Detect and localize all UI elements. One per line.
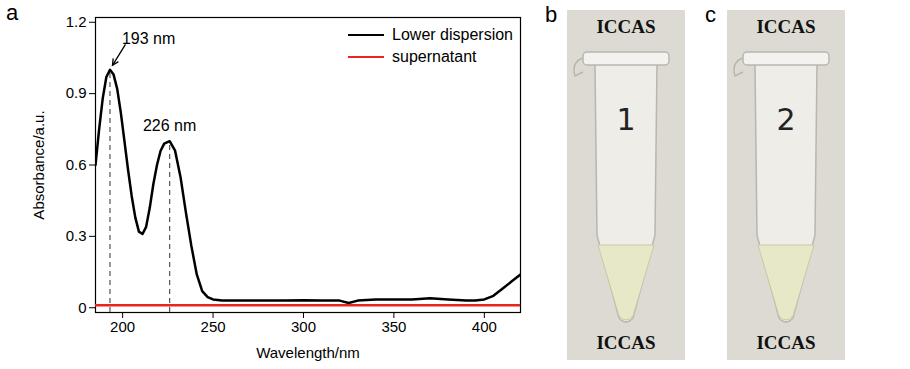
svg-text:350: 350	[381, 318, 406, 335]
html-text:c: c	[705, 2, 716, 27]
html-text:ICCAS: ICCAS	[596, 16, 656, 37]
svg-text:1: 1	[616, 102, 635, 137]
html-text:a: a	[6, 0, 19, 25]
svg-text:Absorbance/a.u.: Absorbance/a.u.	[30, 110, 47, 219]
svg-text:0.9: 0.9	[66, 84, 87, 101]
svg-text:300: 300	[291, 318, 316, 335]
svg-text:2: 2	[776, 102, 795, 137]
html-text:b: b	[545, 2, 558, 27]
svg-text:200: 200	[110, 318, 135, 335]
svg-text:Wavelength/nm: Wavelength/nm	[256, 344, 360, 361]
svg-text:0.6: 0.6	[66, 156, 87, 173]
svg-text:400: 400	[472, 318, 497, 335]
html-text:supernatant: supernatant	[392, 48, 477, 65]
svg-text:226 nm: 226 nm	[143, 117, 196, 134]
svg-text:0.3: 0.3	[66, 227, 87, 244]
svg-text:250: 250	[201, 318, 226, 335]
html-text:ICCAS: ICCAS	[756, 332, 816, 353]
html-text:Lower dispersion: Lower dispersion	[392, 26, 513, 43]
html-text:ICCAS: ICCAS	[756, 16, 816, 37]
svg-text:0: 0	[78, 299, 86, 316]
svg-text:1.2: 1.2	[66, 13, 87, 30]
html-text:ICCAS: ICCAS	[596, 332, 656, 353]
svg-text:193 nm: 193 nm	[122, 30, 175, 47]
